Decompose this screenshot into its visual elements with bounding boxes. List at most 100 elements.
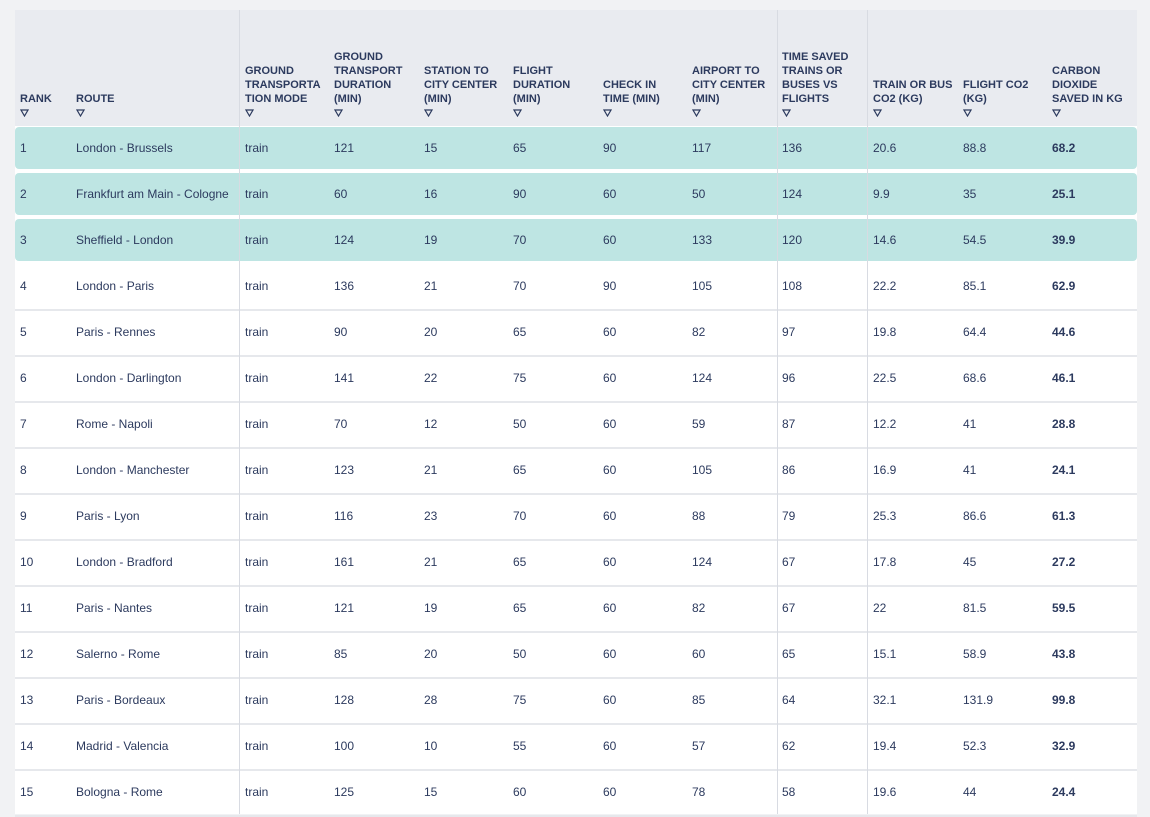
table-cell: 52.3: [963, 739, 987, 753]
table-cell: 58.9: [963, 647, 987, 661]
table-cell: 32.1: [873, 693, 897, 707]
table-cell: 44.6: [1052, 325, 1076, 339]
table-cell: 3: [20, 233, 27, 247]
table-cell: 15: [424, 785, 438, 799]
column-header[interactable]: GROUND TRANSPORT DURATION (MIN): [334, 51, 403, 105]
table-cell: 108: [782, 279, 803, 293]
table-cell: 60: [603, 371, 617, 385]
table-cell: 60: [603, 601, 617, 615]
table-cell: Bologna - Rome: [76, 785, 163, 799]
table-cell: 121: [334, 141, 355, 155]
table-row: 6 London - Darlington train 141 22 75 60 124 96 2…: [15, 357, 1137, 403]
table-cell: train: [245, 233, 269, 247]
table-cell: 60: [603, 555, 617, 569]
table-row: 8 London - Manchester train 123 21 65 60 105 86 1…: [15, 449, 1137, 495]
table-cell: 86.6: [963, 509, 987, 523]
table-cell: 60: [603, 417, 617, 431]
sort-icon[interactable]: [513, 109, 522, 117]
table-cell: 58: [782, 785, 796, 799]
table-cell: 64: [782, 693, 796, 707]
table-cell: train: [245, 463, 269, 477]
table-cell: 97: [782, 325, 796, 339]
table-cell: 67: [782, 555, 796, 569]
table-cell: 7: [20, 417, 27, 431]
sort-icon[interactable]: [873, 109, 882, 117]
sort-icon[interactable]: [424, 109, 433, 117]
table-cell: 60: [603, 509, 617, 523]
sort-icon[interactable]: [963, 109, 972, 117]
column-header[interactable]: TIME SAVED TRAINS OR BUSES VS FLIGHTS: [782, 51, 849, 105]
table-cell: 45: [963, 555, 977, 569]
table-cell: 78: [692, 785, 706, 799]
table-cell: 22: [873, 601, 887, 615]
table-cell: train: [245, 739, 269, 753]
table-cell: 54.5: [963, 233, 987, 247]
table-cell: 19.4: [873, 739, 897, 753]
table-cell: 27.2: [1052, 555, 1076, 569]
column-divider: [239, 10, 240, 814]
column-header[interactable]: GROUND TRANSPORTATION MODE: [245, 65, 321, 105]
table-cell: 68.6: [963, 371, 987, 385]
table-cell: 12: [20, 647, 34, 661]
column-header[interactable]: FLIGHT DURATION (MIN): [513, 65, 571, 105]
table-cell: 20: [424, 325, 438, 339]
column-header[interactable]: AIRPORT TO CITY CENTER (MIN): [692, 65, 766, 105]
column-header[interactable]: TRAIN OR BUS CO2 (KG): [873, 79, 953, 105]
table-cell: train: [245, 141, 269, 155]
column-header[interactable]: ROUTE: [76, 93, 115, 105]
table-cell: 75: [513, 371, 527, 385]
table-cell: 21: [424, 279, 438, 293]
column-divider: [777, 10, 778, 814]
column-header[interactable]: CHECK IN TIME (MIN): [603, 79, 660, 105]
table: RANK ROUTE GROUND TRANSPORTATION MODE GROUN…: [15, 10, 1137, 817]
table-cell: 65: [513, 555, 527, 569]
table-cell: 79: [782, 509, 796, 523]
table-cell: 81.5: [963, 601, 987, 615]
table-cell: 62: [782, 739, 796, 753]
sort-icon[interactable]: [1052, 109, 1061, 117]
table-cell: 5: [20, 325, 27, 339]
sort-icon[interactable]: [782, 109, 791, 117]
table-cell: 60: [603, 785, 617, 799]
table-cell: 21: [424, 555, 438, 569]
table-cell: 120: [782, 233, 803, 247]
table-cell: 105: [692, 279, 713, 293]
table-cell: 55: [513, 739, 527, 753]
sort-icon[interactable]: [76, 109, 85, 117]
table-cell: 60: [603, 647, 617, 661]
table-cell: Madrid - Valencia: [76, 739, 169, 753]
table-cell: 136: [782, 141, 803, 155]
table-cell: 20: [424, 647, 438, 661]
table-cell: train: [245, 785, 269, 799]
table-cell: train: [245, 601, 269, 615]
table-cell: 161: [334, 555, 355, 569]
column-header[interactable]: STATION TO CITY CENTER (MIN): [424, 65, 498, 105]
column-header[interactable]: FLIGHT CO2 (KG): [963, 79, 1029, 105]
table-cell: Frankfurt am Main - Cologne: [76, 187, 229, 201]
column-divider: [867, 10, 868, 814]
table-cell: 117: [692, 141, 712, 155]
sort-icon[interactable]: [603, 109, 612, 117]
sort-icon[interactable]: [334, 109, 343, 117]
table-cell: 121: [334, 601, 355, 615]
table-cell: train: [245, 509, 269, 523]
sort-icon[interactable]: [20, 109, 29, 117]
table-cell: London - Darlington: [76, 371, 182, 385]
table-cell: 15: [20, 785, 34, 799]
table-cell: Sheffield - London: [76, 233, 174, 247]
table-cell: 8: [20, 463, 27, 477]
table-cell: 6: [20, 371, 27, 385]
table-cell: 90: [603, 141, 617, 155]
table-cell: 85: [692, 693, 706, 707]
sort-icon[interactable]: [692, 109, 701, 117]
table-cell: 35: [963, 187, 977, 201]
column-header[interactable]: CARBON DIOXIDE SAVED IN KG: [1052, 65, 1123, 105]
table-cell: 2: [20, 187, 27, 201]
sort-icon[interactable]: [245, 109, 254, 117]
table-cell: 60: [603, 463, 617, 477]
table-cell: Paris - Bordeaux: [76, 693, 166, 707]
table-cell: 13: [20, 693, 34, 707]
column-header[interactable]: RANK: [20, 93, 52, 105]
table-row: 4 London - Paris train 136 21 70 90 105 108 22.2 8…: [15, 265, 1137, 311]
